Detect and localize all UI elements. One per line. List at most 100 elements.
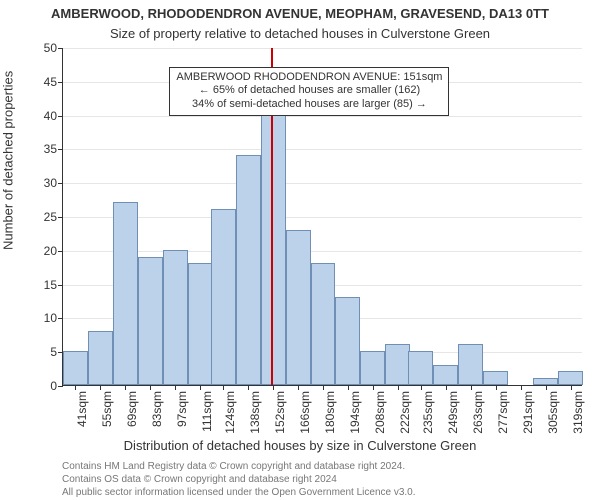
xtick-mark xyxy=(398,385,399,390)
xtick-mark xyxy=(446,385,447,390)
ytick-mark xyxy=(58,183,63,184)
xtick-label: 111sqm xyxy=(200,391,214,432)
chart-container: AMBERWOOD, RHODODENDRON AVENUE, MEOPHAM,… xyxy=(0,0,600,500)
histogram-bar xyxy=(138,257,163,385)
ytick-mark xyxy=(58,386,63,387)
ytick-label: 45 xyxy=(44,75,57,89)
xtick-label: 138sqm xyxy=(248,391,262,434)
histogram-bar xyxy=(433,365,458,385)
histogram-bar xyxy=(385,344,410,385)
xtick-label: 291sqm xyxy=(521,391,535,434)
xtick-mark xyxy=(273,385,274,390)
ytick-label: 50 xyxy=(44,41,57,55)
gridline xyxy=(63,217,582,218)
ytick-label: 15 xyxy=(44,278,57,292)
histogram-bar xyxy=(558,371,583,385)
xtick-mark xyxy=(175,385,176,390)
histogram-bar xyxy=(458,344,483,385)
histogram-bar xyxy=(286,230,311,385)
histogram-bar xyxy=(63,351,88,385)
histogram-bar xyxy=(88,331,113,385)
annotation-line-1: AMBERWOOD RHODODENDRON AVENUE: 151sqm xyxy=(176,71,442,85)
xtick-mark xyxy=(571,385,572,390)
xtick-mark xyxy=(421,385,422,390)
xtick-mark xyxy=(200,385,201,390)
ytick-mark xyxy=(58,149,63,150)
ytick-label: 30 xyxy=(44,176,57,190)
histogram-bar xyxy=(236,155,261,385)
xtick-mark xyxy=(471,385,472,390)
xtick-mark xyxy=(75,385,76,390)
xtick-mark xyxy=(373,385,374,390)
histogram-bar xyxy=(533,378,558,385)
credit-line-2: Contains OS data © Crown copyright and d… xyxy=(62,473,416,486)
ytick-mark xyxy=(58,116,63,117)
histogram-bar xyxy=(408,351,433,385)
ytick-label: 20 xyxy=(44,244,57,258)
xtick-label: 124sqm xyxy=(223,391,237,434)
histogram-bar xyxy=(311,263,336,385)
ytick-mark xyxy=(58,318,63,319)
annotation-line-3: 34% of semi-detached houses are larger (… xyxy=(176,98,442,112)
credits-block: Contains HM Land Registry data © Crown c… xyxy=(62,460,416,499)
histogram-bar xyxy=(113,202,138,385)
ytick-label: 10 xyxy=(44,311,57,325)
xtick-label: 180sqm xyxy=(323,391,337,434)
ytick-label: 35 xyxy=(44,142,57,156)
xtick-mark xyxy=(323,385,324,390)
histogram-bar xyxy=(163,250,188,385)
ytick-label: 25 xyxy=(44,210,57,224)
xtick-label: 263sqm xyxy=(471,391,485,434)
xtick-label: 194sqm xyxy=(348,391,362,434)
xtick-label: 249sqm xyxy=(446,391,460,434)
xtick-mark xyxy=(348,385,349,390)
ytick-mark xyxy=(58,82,63,83)
histogram-bar xyxy=(335,297,360,385)
gridline xyxy=(63,251,582,252)
xtick-mark xyxy=(248,385,249,390)
ytick-mark xyxy=(58,251,63,252)
gridline xyxy=(63,183,582,184)
plot-area: 0510152025303540455041sqm55sqm69sqm83sqm… xyxy=(62,48,582,386)
histogram-bar xyxy=(483,371,508,385)
xtick-label: 208sqm xyxy=(373,391,387,434)
xtick-mark xyxy=(150,385,151,390)
title-line-1: AMBERWOOD, RHODODENDRON AVENUE, MEOPHAM,… xyxy=(0,6,600,21)
xtick-label: 235sqm xyxy=(421,391,435,434)
histogram-bar xyxy=(360,351,385,385)
annotation-box: AMBERWOOD RHODODENDRON AVENUE: 151sqm ← … xyxy=(169,67,449,116)
y-axis-label: Number of detached properties xyxy=(1,71,16,250)
xtick-label: 222sqm xyxy=(398,391,412,434)
xtick-mark xyxy=(496,385,497,390)
ytick-mark xyxy=(58,48,63,49)
annotation-line-2: ← 65% of detached houses are smaller (16… xyxy=(176,84,442,98)
xtick-label: 152sqm xyxy=(273,391,287,434)
xtick-label: 69sqm xyxy=(125,391,139,427)
xtick-label: 319sqm xyxy=(571,391,585,434)
ytick-label: 5 xyxy=(50,345,57,359)
xtick-label: 305sqm xyxy=(546,391,560,434)
xtick-label: 166sqm xyxy=(298,391,312,434)
xtick-mark xyxy=(298,385,299,390)
xtick-mark xyxy=(521,385,522,390)
histogram-bar xyxy=(188,263,213,385)
ytick-label: 0 xyxy=(50,379,57,393)
xtick-label: 41sqm xyxy=(75,391,89,427)
xtick-mark xyxy=(223,385,224,390)
x-axis-label: Distribution of detached houses by size … xyxy=(0,438,600,453)
xtick-mark xyxy=(125,385,126,390)
xtick-mark xyxy=(100,385,101,390)
gridline xyxy=(63,149,582,150)
ytick-label: 40 xyxy=(44,109,57,123)
xtick-mark xyxy=(546,385,547,390)
ytick-mark xyxy=(58,285,63,286)
ytick-mark xyxy=(58,217,63,218)
xtick-label: 97sqm xyxy=(175,391,189,427)
title-line-2: Size of property relative to detached ho… xyxy=(0,26,600,41)
credit-line-3: All public sector information licensed u… xyxy=(62,486,416,499)
gridline xyxy=(63,48,582,49)
xtick-label: 83sqm xyxy=(150,391,164,427)
xtick-label: 55sqm xyxy=(100,391,114,427)
credit-line-1: Contains HM Land Registry data © Crown c… xyxy=(62,460,416,473)
xtick-label: 277sqm xyxy=(496,391,510,434)
